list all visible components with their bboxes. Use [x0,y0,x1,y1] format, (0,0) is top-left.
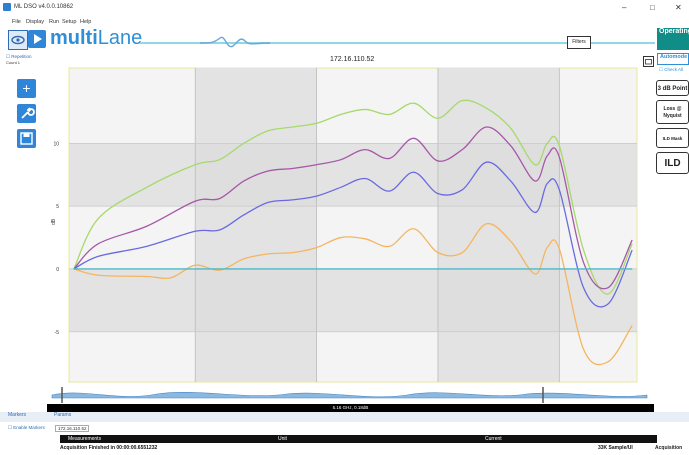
enable-markers-label: Enable Markers [13,425,45,430]
logo-lane: Lane [97,27,143,49]
cursor-readout-bar: 5.16 GHz, 0.18dB [47,404,654,412]
band-x-0 [195,68,317,382]
band-y-0 [69,143,637,207]
menu-file[interactable]: File [12,19,21,25]
band-x-1 [437,68,560,382]
band-y-1 [69,268,637,332]
operating-panel[interactable]: Operating [657,28,689,50]
check-all-label: Check All [664,67,684,72]
close-icon[interactable]: ✕ [675,3,682,12]
window-title: ML DSO v4.0.0.10862 [14,4,74,10]
col-current: Current [485,436,502,442]
maximize-icon[interactable]: □ [650,3,655,12]
ild-button[interactable]: ILD [656,152,689,174]
eye-icon[interactable] [8,30,28,50]
3db-point-button[interactable]: 3 dB Point [656,80,689,96]
repetition-label: Repetition [11,54,32,59]
y-tick-label: 5 [56,204,59,210]
brand-logo: multiLane [50,27,142,50]
repetition-checkbox[interactable]: ☐ Repetition [6,54,32,59]
series-line-3 [73,222,633,366]
overview-wave [51,392,648,399]
check-all-checkbox[interactable]: ☐ Check All [659,67,684,72]
menu-run[interactable]: Run [49,19,60,25]
col-unit: Unit [278,436,287,442]
measurements-table-header: Measurements Unit Current [60,435,657,443]
acquisition-status: Acquisition Finished in 00:00:00.6551232 [60,445,158,451]
count-field[interactable]: Count 1 [6,60,21,65]
menu-help[interactable]: Help [80,19,92,25]
save-icon[interactable] [17,129,36,148]
menu-display[interactable]: Display [26,19,45,25]
app-icon [3,3,11,11]
tab-markers[interactable]: Markers [8,412,27,418]
sample-rate: 33K Sample/UI [598,445,633,451]
menu-bar: File Display Run Setup Help [0,18,689,28]
series-line-2 [73,161,633,308]
col-measurements: Measurements [68,436,102,442]
menu-setup[interactable]: Setup [62,19,77,25]
series-line-1 [73,126,633,290]
filters-button[interactable]: Filters [567,36,591,49]
header-divider [140,42,655,44]
series-line-0 [73,99,633,295]
title-bar: ML DSO v4.0.0.10862 – □ ✕ [0,0,689,18]
minimize-icon[interactable]: – [622,3,627,12]
ip-field[interactable]: 172.16.110.52 [55,425,90,432]
automode-button[interactable]: Automode [657,53,689,65]
ild-mask-button[interactable]: ILD Mask [656,128,689,148]
ild-chart[interactable]: 5101520GHz1050-5dB [47,54,654,409]
wrench-icon[interactable] [17,104,36,123]
plot-area[interactable]: 5101520GHz1050-5dB [47,54,654,409]
acquisition-label: Acquisition [655,445,683,451]
waveform-logo-icon [200,36,270,48]
overview-strip [47,385,654,403]
add-icon[interactable]: + [17,79,36,98]
run-play-icon[interactable] [28,30,46,48]
loss-nyquist-button[interactable]: Loss @ Nyquist [656,100,689,124]
logo-multi: multi [50,27,98,49]
y-tick-label: 0 [56,267,59,273]
tab-params[interactable]: Params [54,412,72,418]
screenshot-icon[interactable] [643,56,654,67]
y-tick-label: -5 [55,330,60,336]
y-axis-label: dB [51,218,57,225]
bottom-tabs [0,412,689,422]
plot-title: 172.16.110.52 [330,56,375,63]
y-tick-label: 10 [53,141,59,147]
enable-markers-checkbox[interactable]: ☐ Enable Markers [8,425,45,430]
